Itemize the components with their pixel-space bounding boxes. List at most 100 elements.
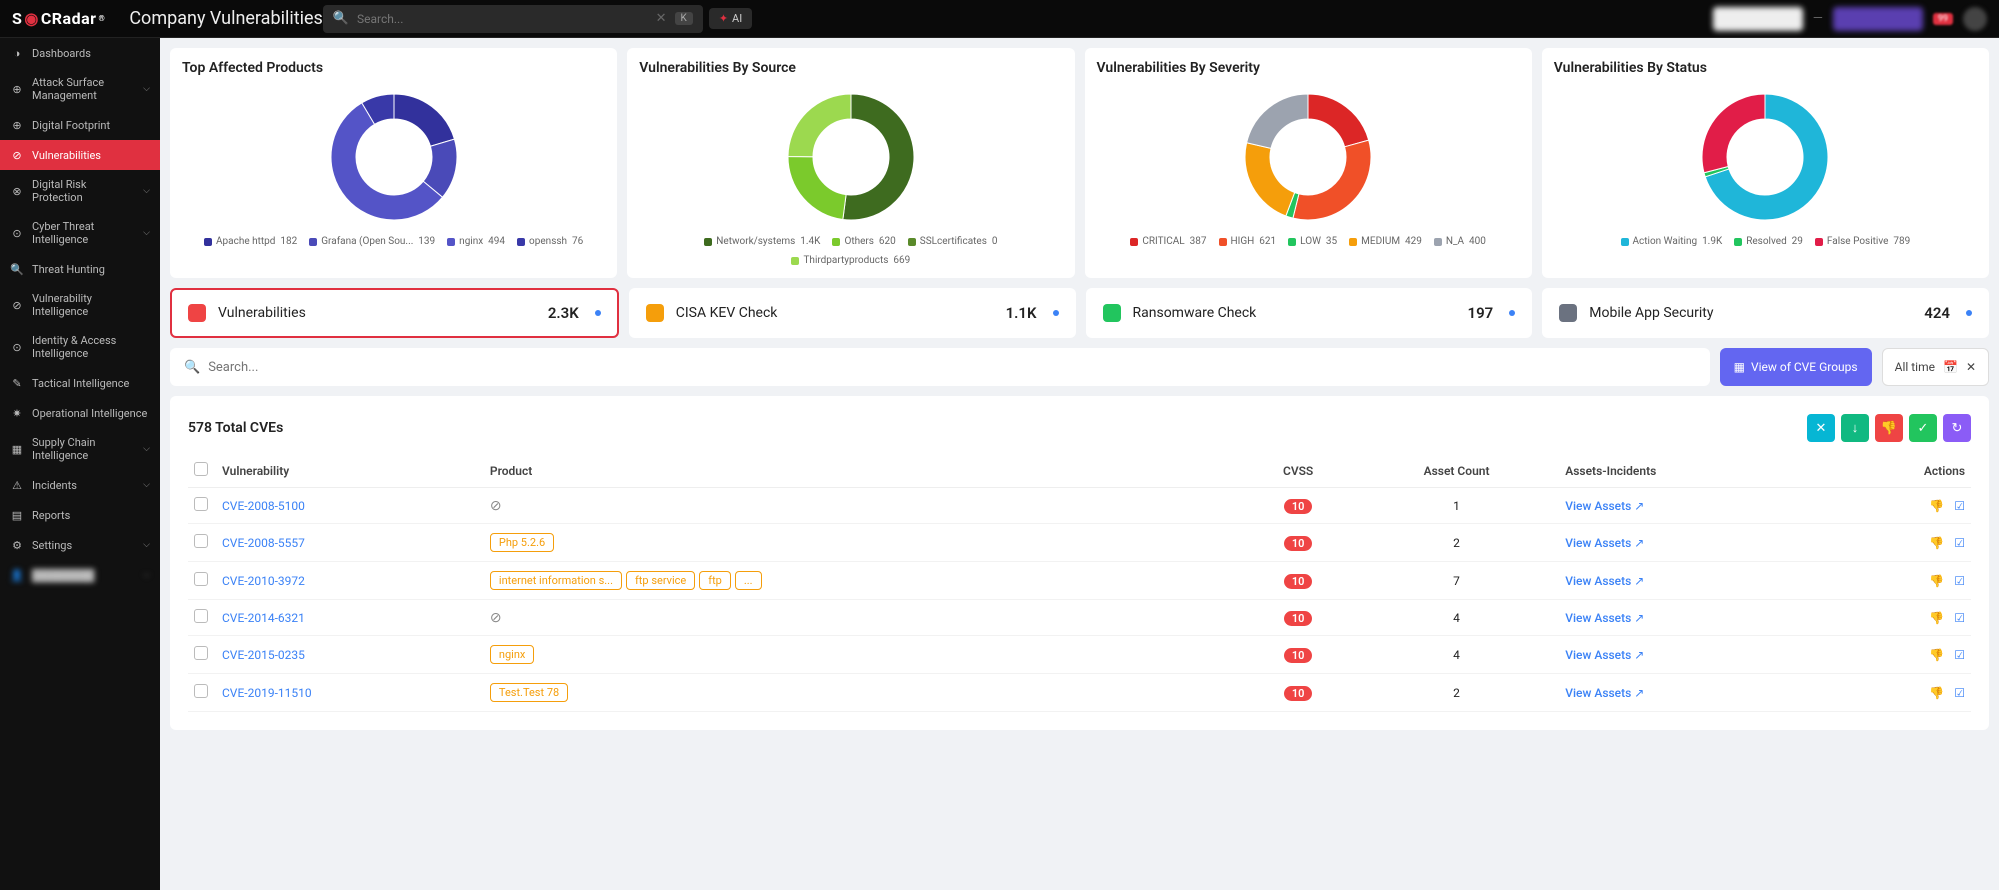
product-tag[interactable]: Test.Test 78 bbox=[490, 683, 568, 702]
table-card: 578 Total CVEs ✕↓👎✓↻ VulnerabilityProduc… bbox=[170, 396, 1989, 730]
tab-card-cisa-kev-check[interactable]: CISA KEV Check1.1K bbox=[629, 288, 1076, 338]
sidebar-item-digital-risk-protection[interactable]: ⊗Digital Risk Protection⌵ bbox=[0, 170, 160, 212]
set-icon: ⚙ bbox=[10, 538, 24, 552]
view-assets-link[interactable]: View Assets ↗ bbox=[1565, 686, 1644, 700]
dislike-icon[interactable]: 👎 bbox=[1929, 648, 1944, 662]
product-tag[interactable]: ... bbox=[735, 571, 762, 590]
tab-value: 1.1K bbox=[1006, 304, 1037, 322]
dislike-icon[interactable]: 👎 bbox=[1929, 536, 1944, 550]
time-select[interactable]: All time 📅 ✕ bbox=[1882, 348, 1989, 386]
legend-item: Apache httpd 182 bbox=[204, 236, 297, 247]
bulk-action-button[interactable]: ↻ bbox=[1943, 414, 1971, 442]
row-checkbox[interactable] bbox=[194, 646, 208, 660]
ai-button[interactable]: ✦AI bbox=[709, 8, 752, 29]
confirm-icon[interactable]: ☑ bbox=[1954, 574, 1965, 588]
clear-icon[interactable]: ✕ bbox=[656, 11, 667, 26]
dislike-icon[interactable]: 👎 bbox=[1929, 499, 1944, 513]
confirm-icon[interactable]: ☑ bbox=[1954, 686, 1965, 700]
org-pill[interactable] bbox=[1713, 7, 1803, 31]
plan-pill[interactable] bbox=[1833, 7, 1923, 31]
sidebar-item-reports[interactable]: ▤Reports bbox=[0, 500, 160, 530]
bulk-action-button[interactable]: ✓ bbox=[1909, 414, 1937, 442]
row-checkbox[interactable] bbox=[194, 534, 208, 548]
charts-row: Top Affected ProductsApache httpd 182Gra… bbox=[160, 38, 1999, 288]
vuln-icon: ⊘ bbox=[10, 148, 24, 162]
close-icon[interactable]: ✕ bbox=[1966, 360, 1976, 374]
sidebar-item-vulnerabilities[interactable]: ⊘Vulnerabilities bbox=[0, 140, 160, 170]
view-assets-link[interactable]: View Assets ↗ bbox=[1565, 648, 1644, 662]
chevron-icon: ⌵ bbox=[143, 84, 150, 94]
chevron-icon: ⌵ bbox=[143, 570, 150, 580]
cve-link[interactable]: CVE-2014-6321 bbox=[222, 611, 305, 625]
cve-link[interactable]: CVE-2019-11510 bbox=[222, 686, 312, 700]
product-tag[interactable]: nginx bbox=[490, 645, 534, 664]
row-checkbox[interactable] bbox=[194, 497, 208, 511]
global-search[interactable]: 🔍 ✕ K bbox=[323, 5, 703, 33]
notif-badge[interactable]: 99 bbox=[1933, 13, 1953, 25]
select-all-checkbox[interactable] bbox=[194, 462, 208, 476]
confirm-icon[interactable]: ☑ bbox=[1954, 499, 1965, 513]
sidebar-item-label: ████████ bbox=[32, 569, 94, 582]
bulk-action-button[interactable]: ✕ bbox=[1807, 414, 1835, 442]
sidebar-item-attack-surface-management[interactable]: ⊕Attack Surface Management⌵ bbox=[0, 68, 160, 110]
col-assets-incidents: Assets-Incidents bbox=[1559, 454, 1831, 488]
row-checkbox[interactable] bbox=[194, 609, 208, 623]
cve-link[interactable]: CVE-2008-5100 bbox=[222, 499, 305, 513]
sidebar-item-settings[interactable]: ⚙Settings⌵ bbox=[0, 530, 160, 560]
tab-card-mobile-app-security[interactable]: Mobile App Security424 bbox=[1542, 288, 1989, 338]
sidebar-item-tactical-intelligence[interactable]: ✎Tactical Intelligence bbox=[0, 368, 160, 398]
confirm-icon[interactable]: ☑ bbox=[1954, 611, 1965, 625]
tab-color bbox=[188, 304, 206, 322]
tab-card-vulnerabilities[interactable]: Vulnerabilities2.3K bbox=[170, 288, 619, 338]
confirm-icon[interactable]: ☑ bbox=[1954, 648, 1965, 662]
product-tag[interactable]: ftp service bbox=[626, 571, 695, 590]
row-checkbox[interactable] bbox=[194, 684, 208, 698]
sidebar-item-cyber-threat-intelligence[interactable]: ⊙Cyber Threat Intelligence⌵ bbox=[0, 212, 160, 254]
sidebar-item--[interactable]: 👤████████⌵ bbox=[0, 560, 160, 590]
product-tag[interactable]: internet information s... bbox=[490, 571, 622, 590]
sidebar-item-operational-intelligence[interactable]: ✷Operational Intelligence bbox=[0, 398, 160, 428]
dislike-icon[interactable]: 👎 bbox=[1929, 686, 1944, 700]
cve-link[interactable]: CVE-2015-0235 bbox=[222, 648, 305, 662]
sidebar-item-digital-footprint[interactable]: ⊕Digital Footprint bbox=[0, 110, 160, 140]
cve-groups-button[interactable]: ▦ View of CVE Groups bbox=[1720, 348, 1872, 386]
sidebar-item-vulnerability-intelligence[interactable]: ⊘Vulnerability Intelligence bbox=[0, 284, 160, 326]
main: Top Affected ProductsApache httpd 182Gra… bbox=[160, 0, 1999, 890]
view-assets-link[interactable]: View Assets ↗ bbox=[1565, 499, 1644, 513]
cve-link[interactable]: CVE-2010-3972 bbox=[222, 574, 305, 588]
view-assets-link[interactable]: View Assets ↗ bbox=[1565, 611, 1644, 625]
product-tag[interactable]: Php 5.2.6 bbox=[490, 533, 554, 552]
row-checkbox[interactable] bbox=[194, 572, 208, 586]
sidebar-item-identity-access-intelligence[interactable]: ⊙Identity & Access Intelligence bbox=[0, 326, 160, 368]
legend-dot bbox=[704, 238, 712, 246]
sidebar-item-incidents[interactable]: ⚠Incidents⌵ bbox=[0, 470, 160, 500]
search-input[interactable] bbox=[357, 12, 648, 26]
avatar[interactable] bbox=[1963, 7, 1987, 31]
table-search-input[interactable] bbox=[208, 360, 1695, 375]
sidebar-item-threat-hunting[interactable]: 🔍Threat Hunting bbox=[0, 254, 160, 284]
view-assets-link[interactable]: View Assets ↗ bbox=[1565, 574, 1644, 588]
cvss-badge: 10 bbox=[1284, 574, 1313, 589]
chart-card-by-status: Vulnerabilities By StatusAction Waiting … bbox=[1542, 48, 1989, 278]
cve-link[interactable]: CVE-2008-5557 bbox=[222, 536, 305, 550]
chart-card-top-products: Top Affected ProductsApache httpd 182Gra… bbox=[170, 48, 617, 278]
legend-dot bbox=[791, 257, 799, 265]
product-tag[interactable]: ftp bbox=[699, 571, 731, 590]
dislike-icon[interactable]: 👎 bbox=[1929, 611, 1944, 625]
view-assets-link[interactable]: View Assets ↗ bbox=[1565, 536, 1644, 550]
dislike-icon[interactable]: 👎 bbox=[1929, 574, 1944, 588]
sidebar: ◑Dashboards⊕Attack Surface Management⌵⊕D… bbox=[0, 0, 160, 890]
sidebar-item-supply-chain-intelligence[interactable]: ▦Supply Chain Intelligence⌵ bbox=[0, 428, 160, 470]
legend-item: HIGH 621 bbox=[1219, 236, 1277, 247]
tab-card-ransomware-check[interactable]: Ransomware Check197 bbox=[1086, 288, 1533, 338]
col-check bbox=[188, 454, 216, 488]
sidebar-item-label: Attack Surface Management bbox=[32, 76, 135, 102]
legend-dot bbox=[204, 238, 212, 246]
bulk-action-button[interactable]: 👎 bbox=[1875, 414, 1903, 442]
table-search[interactable]: 🔍 bbox=[170, 348, 1710, 386]
legend-item: Network/systems 1.4K bbox=[704, 236, 820, 247]
confirm-icon[interactable]: ☑ bbox=[1954, 536, 1965, 550]
sidebar-item-dashboards[interactable]: ◑Dashboards bbox=[0, 38, 160, 68]
bulk-action-button[interactable]: ↓ bbox=[1841, 414, 1869, 442]
op-icon: ✷ bbox=[10, 406, 24, 420]
